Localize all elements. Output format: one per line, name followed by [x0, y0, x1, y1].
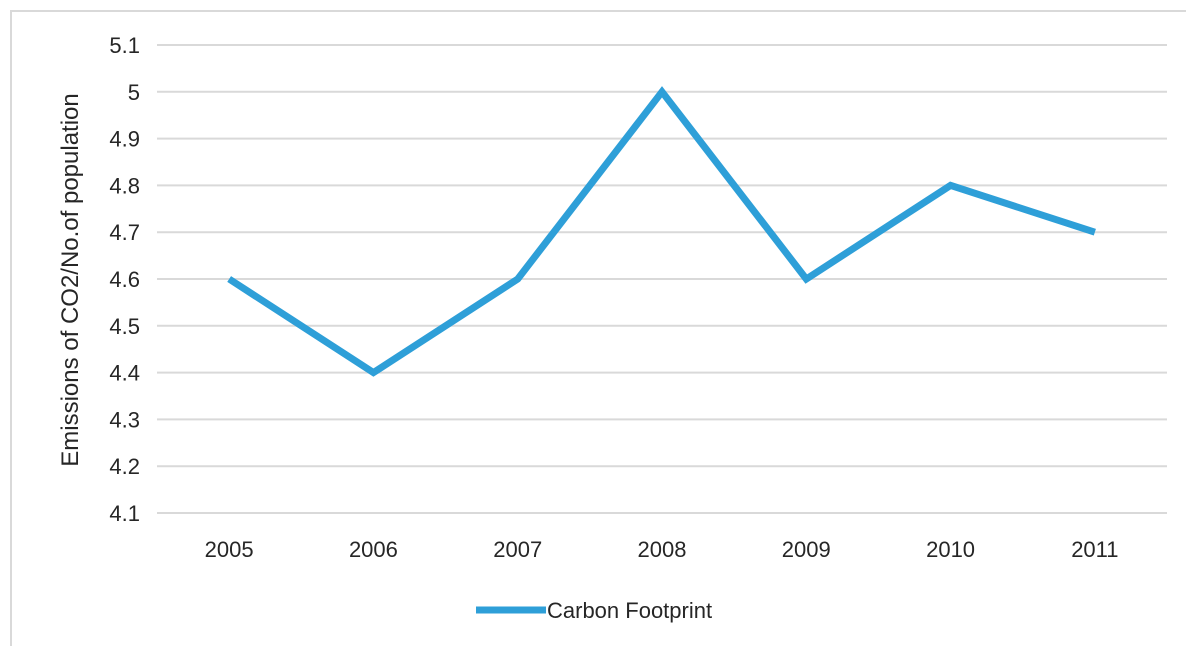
x-tick-label: 2011	[1071, 537, 1118, 562]
x-tick-label: 2007	[493, 537, 542, 562]
x-tick-label: 2008	[638, 537, 687, 562]
legend: Carbon Footprint	[476, 598, 712, 623]
y-tick-label: 4.1	[109, 501, 140, 526]
x-tick-label: 2005	[205, 537, 254, 562]
x-axis-ticks: 2005 2006 2007 2008 2009 2010 2011	[205, 537, 1119, 562]
chart-frame	[10, 10, 1186, 646]
gridlines	[157, 44, 1167, 514]
y-tick-label: 4.7	[109, 220, 140, 245]
series-layer	[227, 86, 1096, 377]
y-tick-label: 4.8	[109, 173, 140, 198]
y-tick-label: 4.3	[109, 407, 140, 432]
y-tick-label: 4.4	[109, 361, 140, 386]
y-axis-ticks: 4.1 4.2 4.3 4.4 4.5 4.6 4.7 4.8 4.9 5 5.1	[109, 33, 140, 526]
y-tick-label: 4.2	[109, 454, 140, 479]
y-tick-label: 5	[128, 80, 140, 105]
x-tick-label: 2006	[349, 537, 398, 562]
y-axis-title: Emissions of CO2/No.of population	[57, 93, 84, 467]
y-tick-label: 4.5	[109, 314, 140, 339]
x-tick-label: 2009	[782, 537, 831, 562]
legend-label: Carbon Footprint	[547, 598, 712, 623]
x-tick-label: 2010	[926, 537, 975, 562]
y-tick-label: 4.9	[109, 127, 140, 152]
y-tick-label: 5.1	[109, 33, 140, 58]
y-tick-label: 4.6	[109, 267, 140, 292]
